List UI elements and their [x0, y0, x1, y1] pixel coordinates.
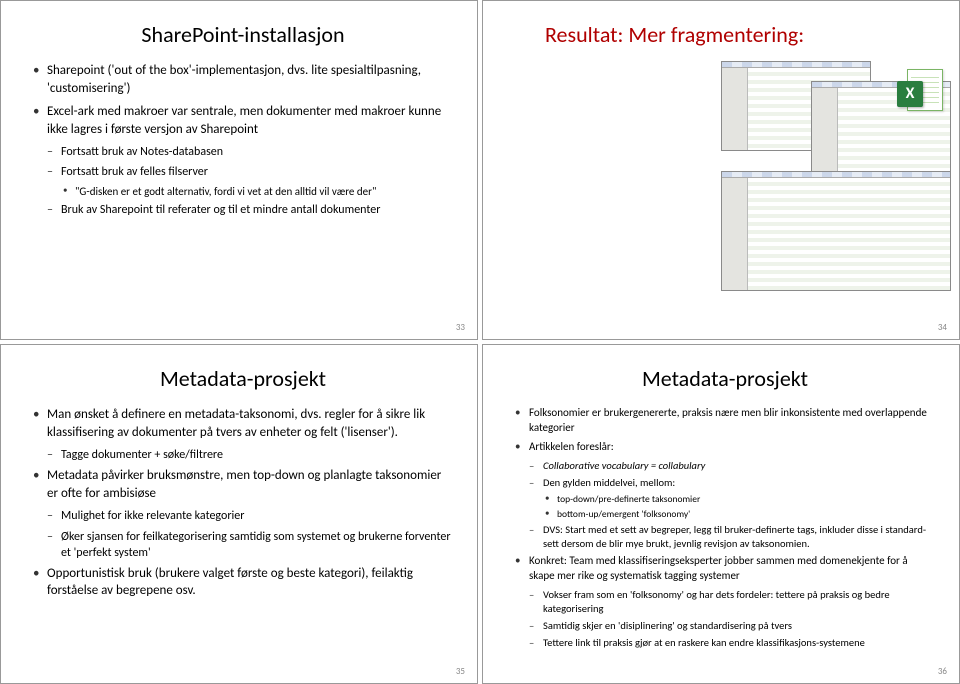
slide-34: Resultat: Mer fragmentering: X 34	[482, 0, 960, 340]
bullet-list: Sharepoint ('out of the box'-implementas…	[33, 62, 453, 219]
excel-x-label: X	[897, 81, 923, 107]
bullet: Sharepoint ('out of the box'-implementas…	[33, 62, 453, 97]
bullet: Fortsatt bruk av Notes-databasen	[33, 144, 453, 160]
bullet: DVS: Start med et sett av begreper, legg…	[515, 523, 935, 551]
bullet: Tagge dokumenter + søke/filtrere	[33, 447, 453, 463]
bullet: Artikkelen foreslår:	[515, 440, 935, 455]
page-number: 36	[938, 666, 947, 677]
bullet-list: Folksonomier er brukergenererte, praksis…	[515, 406, 935, 650]
bullet: Excel-ark med makroer var sentrale, men …	[33, 103, 453, 138]
screenshot-mock: X	[721, 61, 951, 291]
bullet: Bruk av Sharepoint til referater og til …	[33, 202, 453, 218]
slide-title: SharePoint-installasjon	[33, 21, 453, 48]
bullet: Mulighet for ikke relevante kategorier	[33, 508, 453, 524]
bullet: top-down/pre-definerte taksonomier	[515, 493, 935, 506]
bullet: Samtidig skjer en 'disiplinering' og sta…	[515, 619, 935, 633]
bullet: bottom-up/emergent 'folksonomy'	[515, 508, 935, 521]
page-number: 35	[456, 666, 465, 677]
bullet: Man ønsket å definere en metadata-takson…	[33, 406, 453, 441]
bullet: Den gylden middelvei, mellom:	[515, 476, 935, 490]
slide-33: SharePoint-installasjon Sharepoint ('out…	[0, 0, 478, 340]
excel-icon: X	[897, 65, 947, 115]
bullet: Folksonomier er brukergenererte, praksis…	[515, 406, 935, 436]
bullet: Fortsatt bruk av felles filserver	[33, 164, 453, 180]
bullet: Metadata påvirker bruksmønstre, men top-…	[33, 467, 453, 502]
bullet-list: Man ønsket å definere en metadata-takson…	[33, 406, 453, 600]
bullet: Vokser fram som en 'folksonomy' og har d…	[515, 588, 935, 616]
slide-title: Metadata-prosjekt	[515, 365, 935, 392]
slide-title: Resultat: Mer fragmentering:	[515, 21, 935, 48]
bullet: "G-disken er et godt alternativ, fordi v…	[33, 185, 453, 200]
bullet: Collaborative vocabulary = collabulary	[515, 459, 935, 473]
bullet: Opportunistisk bruk (brukere valget førs…	[33, 565, 453, 600]
bullet: Tettere link til praksis gjør at en rask…	[515, 636, 935, 650]
slide-35: Metadata-prosjekt Man ønsket å definere …	[0, 344, 478, 684]
slide-title: Metadata-prosjekt	[33, 365, 453, 392]
slide-36: Metadata-prosjekt Folksonomier er bruker…	[482, 344, 960, 684]
bullet: Konkret: Team med klassifiseringsekspert…	[515, 554, 935, 584]
page-number: 33	[456, 322, 465, 333]
page-number: 34	[938, 322, 947, 333]
bullet: Øker sjansen for feilkategorisering samt…	[33, 529, 453, 561]
